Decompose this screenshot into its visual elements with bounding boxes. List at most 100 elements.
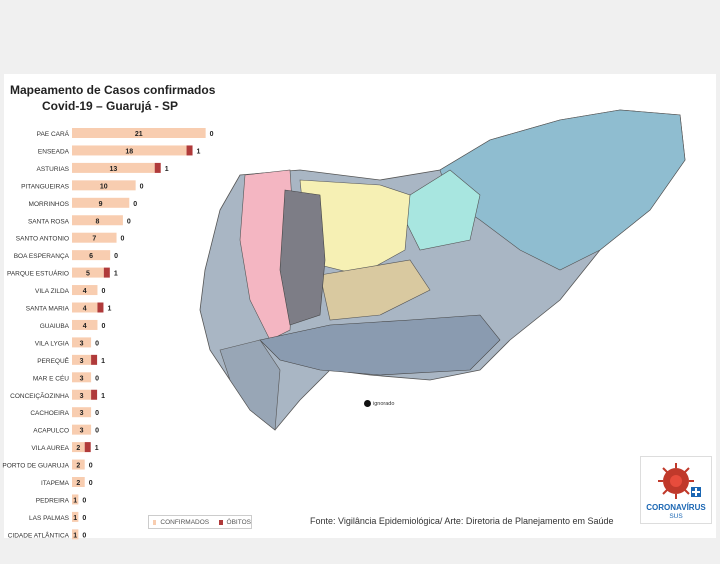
bar-confirmed [72,145,187,156]
value-label-deaths: 0 [101,288,105,295]
bar-deaths [91,389,98,400]
marker-dot-icon [364,400,371,407]
value-label-deaths: 1 [95,445,99,452]
bar-confirmed [72,285,98,296]
value-label-deaths: 0 [95,410,99,417]
category-label: VILA AUREA [31,445,69,452]
value-label-deaths: 0 [89,480,93,487]
category-label: ACAPULCO [33,428,69,435]
value-label-deaths: 0 [133,201,137,208]
category-label: CIDADE ATLÂNTICA [8,530,70,539]
value-label-confirmed: 6 [89,253,93,260]
legend-label-deaths: ÓBITOS [226,518,251,526]
category-label: CONCEIÇÃOZINHA [10,391,70,400]
bar-confirmed [72,477,85,487]
virus-icon [658,463,701,499]
chart-title: Mapeamento de Casos confirmados Covid-19… [10,82,215,114]
value-label-deaths: 0 [210,131,214,138]
bar-confirmed [72,511,79,522]
category-label: SANTA MARIA [26,306,70,313]
bar-confirmed [72,337,92,348]
value-label-confirmed: 3 [80,428,84,435]
bar-confirmed [72,267,104,278]
value-label-deaths: 0 [95,340,99,347]
coronavirus-sus-logo: CORONAVÍRUS SUS [640,456,712,524]
value-label-deaths: 0 [140,183,144,190]
category-label: PEREQUÊ [37,356,69,365]
category-label: PARQUE ESTUÁRIO [7,269,69,278]
value-label-confirmed: 7 [92,236,96,243]
bar-deaths [97,302,104,313]
value-label-confirmed: 4 [83,306,87,313]
value-label-deaths: 1 [101,393,105,400]
bar-deaths [91,354,98,365]
value-label-deaths: 1 [197,148,201,155]
legend-label-confirmed: CONFIRMADOS [160,518,210,526]
category-label: ASTURIAS [36,166,69,173]
legend-swatch-deaths [219,519,223,525]
bar-deaths [84,442,91,453]
value-label-deaths: 0 [82,497,86,504]
category-label: ENSEADA [38,148,70,155]
bar-confirmed [72,372,92,383]
logo-text: CORONAVÍRUS [646,503,706,512]
bar-confirmed [72,180,136,191]
value-label-deaths: 1 [107,306,111,313]
value-label-confirmed: 4 [83,323,87,330]
bar-confirmed [72,250,111,261]
value-label-deaths: 0 [101,323,105,330]
map-region-tan [319,259,431,321]
category-label: VILA LYGIA [35,340,70,347]
map-region-pink [239,169,296,341]
bar-confirmed [72,424,92,435]
value-label-confirmed: 3 [80,358,84,365]
value-label-confirmed: 21 [135,131,143,138]
value-label-confirmed: 13 [109,166,117,173]
value-label-confirmed: 1 [73,497,77,504]
value-label-deaths: 0 [114,253,118,260]
category-label: PITANGUEIRAS [21,183,70,190]
value-label-confirmed: 2 [76,445,80,452]
value-label-deaths: 0 [121,236,125,243]
category-label: PAE CARÁ [37,129,70,138]
bar-confirmed [72,197,130,208]
bar-deaths [103,267,110,278]
bar-confirmed [72,302,98,313]
bar-confirmed [72,215,123,226]
bar-deaths [186,145,193,156]
value-label-confirmed: 1 [73,515,77,522]
value-label-deaths: 1 [101,358,105,365]
value-label-deaths: 0 [127,218,131,225]
map-region-center [259,314,501,376]
value-label-confirmed: 2 [76,463,80,470]
title-line-1: Mapeamento de Casos confirmados [10,83,216,97]
value-label-deaths: 1 [114,271,118,278]
map-marker-legend: ignorado [364,400,394,407]
value-label-deaths: 0 [82,515,86,522]
category-label: CACHOEIRA [30,410,69,417]
category-label: SANTO ANTONIO [16,236,69,243]
bar-confirmed [72,162,155,173]
bar-confirmed [72,494,79,505]
bar-confirmed [72,319,98,330]
logo-subtext: SUS [669,513,683,520]
bar-confirmed [72,232,117,243]
category-label: BOA ESPERANÇA [14,253,70,260]
value-label-deaths: 0 [82,532,86,539]
chart-legend: CONFIRMADOS ÓBITOS [148,515,252,529]
map-region-peninsula [219,339,281,431]
category-label: MORRINHOS [29,201,70,208]
value-label-deaths: 1 [165,166,169,173]
value-label-confirmed: 5 [86,271,90,278]
bar-confirmed [72,407,92,418]
bar-confirmed [72,459,85,470]
value-label-deaths: 0 [89,463,93,470]
category-label: MAR E CÉU [33,373,69,382]
value-label-confirmed: 1 [73,532,77,539]
map-region-dark [279,189,326,326]
bar-confirmed [72,529,79,540]
value-label-confirmed: 18 [125,148,133,155]
value-label-confirmed: 8 [96,218,100,225]
category-label: LAS PALMAS [29,515,70,522]
